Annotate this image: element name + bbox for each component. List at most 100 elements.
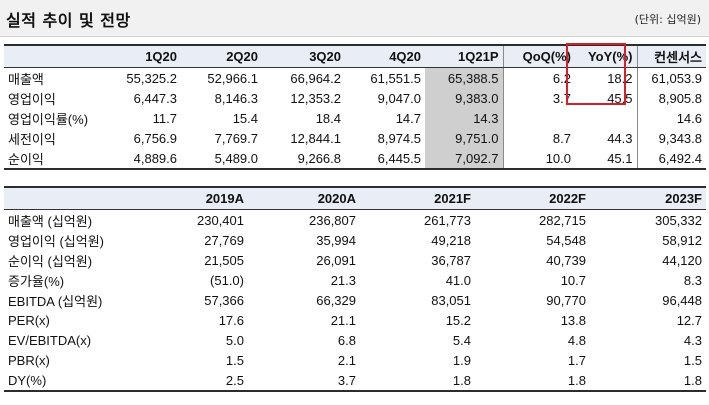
table-cell: 12,353.2: [290, 90, 341, 106]
row-label: 순이익 (십억원): [8, 253, 93, 269]
column-header: 2022F: [475, 186, 590, 210]
table-cell: 90,770: [546, 292, 586, 308]
table-header-row: 2019A 2020A 2021F 2022F 2023F: [4, 186, 706, 210]
table-row: EV/EBITDA(x) 5.0 6.8 5.4 4.8 4.3: [4, 330, 706, 350]
table-cell: 7,092.7: [425, 148, 503, 170]
table-cell: 1.5: [225, 352, 244, 368]
table-cell: 3.7: [248, 370, 360, 392]
table-cell: 6.2: [502, 67, 575, 88]
table-cell: 13.8: [560, 312, 586, 328]
table-cell: 55,325.2: [126, 70, 177, 86]
row-label: 영업이익 (십억원): [8, 233, 104, 249]
table-cell: 1.9: [452, 352, 471, 368]
unit-label: (단위: 십억원): [634, 13, 701, 26]
table-cell: 83,051: [431, 292, 471, 308]
annual-forecast-table: 2019A 2020A 2021F 2022F 2023F 매출액 (십억원) …: [4, 186, 706, 392]
table-cell: [575, 108, 637, 128]
column-header: 1Q20: [100, 44, 181, 68]
table-header-row: 1Q20 2Q20 3Q20 4Q20 1Q21P QoQ(%) YoY(%) …: [4, 44, 706, 68]
table-row: 매출액 55,325.2 52,966.1 66,964.2 61,551.5 …: [4, 67, 706, 88]
column-header: 1Q21P: [425, 44, 503, 68]
column-header: 2023F: [590, 186, 706, 210]
table-cell: 18.4: [315, 110, 341, 126]
table-cell: 15.4: [232, 110, 258, 126]
table-cell: 14.7: [395, 110, 421, 126]
row-label: PER(x): [8, 312, 50, 328]
table-cell: 44.3: [607, 130, 633, 146]
table-cell: 41.0: [445, 272, 471, 288]
table-cell: 21,505: [204, 252, 244, 268]
table-cell: 14.6: [636, 108, 706, 128]
table-cell: 65,388.5: [425, 67, 503, 88]
table-cell: 2.1: [337, 352, 356, 368]
table-cell: 2.5: [136, 370, 248, 392]
table-cell: 11.7: [152, 110, 177, 126]
table-cell: 18.2: [607, 70, 633, 86]
table-cell: 61,053.9: [636, 67, 706, 88]
row-label: DY(%): [4, 370, 136, 392]
table-row: 순이익 4,889.6 5,489.0 9,266.8 6,445.5 7,09…: [4, 148, 706, 170]
table-cell: 45.1: [575, 148, 637, 170]
table-cell: 8,905.8: [636, 88, 706, 108]
table-cell: 8,146.3: [214, 90, 258, 106]
table-cell: 21.1: [330, 312, 356, 328]
table-cell: 6,445.5: [345, 148, 425, 170]
table-cell: 6,492.4: [636, 148, 706, 170]
column-header: 2020A: [248, 186, 360, 210]
table-cell: 8.7: [502, 128, 575, 148]
row-label: 증가율(%): [8, 273, 65, 289]
table-row: 증가율(%) (51.0) 21.3 41.0 10.7 8.3: [4, 270, 706, 290]
table-cell: 40,739: [546, 252, 586, 268]
row-label: 매출액: [8, 71, 44, 87]
table-cell: 6.8: [337, 332, 356, 348]
column-header: [4, 44, 100, 68]
table-cell: 52,966.1: [207, 70, 258, 86]
table-cell: 3.7: [502, 88, 575, 108]
table-cell: 305,332: [655, 212, 702, 228]
table-cell: 61,551.5: [370, 70, 421, 86]
table-cell: 7,769.7: [214, 130, 258, 146]
table-cell: 36,787: [431, 252, 471, 268]
table-cell: 9,047.0: [377, 90, 421, 106]
table-cell: 54,548: [546, 232, 586, 248]
table-cell: 96,448: [662, 292, 702, 308]
quarterly-earnings-table: 1Q20 2Q20 3Q20 4Q20 1Q21P QoQ(%) YoY(%) …: [4, 44, 706, 170]
page-title: 실적 추이 및 전망: [6, 11, 131, 30]
row-label: 순이익: [4, 148, 100, 170]
row-label: PBR(x): [8, 352, 50, 368]
table-row: DY(%) 2.5 3.7 1.8 1.8 1.8: [4, 370, 706, 392]
table-cell: [502, 108, 575, 128]
table-cell: 66,329: [316, 292, 356, 308]
column-header: [4, 186, 136, 210]
title-bar: 실적 추이 및 전망 (단위: 십억원): [0, 0, 709, 37]
table-cell: 5.0: [225, 332, 244, 348]
table-cell: 14.3: [425, 108, 503, 128]
column-header: YoY(%): [575, 44, 637, 68]
table-cell: 1.8: [475, 370, 590, 392]
table-cell: 26,091: [316, 252, 356, 268]
table-cell: 261,773: [424, 212, 471, 228]
table-cell: 8.3: [683, 272, 702, 288]
table-row: PBR(x) 1.5 2.1 1.9 1.7 1.5: [4, 350, 706, 370]
table-cell: 282,715: [539, 212, 586, 228]
table-cell: 45.5: [607, 90, 633, 106]
column-header: QoQ(%): [502, 44, 575, 68]
column-header: 2Q20: [181, 44, 262, 68]
table-cell: 27,769: [204, 232, 244, 248]
table-cell: 58,912: [662, 232, 702, 248]
column-header: 컨센서스: [636, 44, 706, 68]
table-row: 영업이익 (십억원) 27,769 35,994 49,218 54,548 5…: [4, 230, 706, 250]
table-cell: 12.7: [676, 312, 702, 328]
table-cell: 66,964.2: [290, 70, 341, 86]
row-label: EV/EBITDA(x): [8, 332, 92, 348]
table-cell: 1.7: [567, 352, 586, 368]
table-row: 매출액 (십억원) 230,401 236,807 261,773 282,71…: [4, 210, 706, 231]
column-header: 2019A: [136, 186, 248, 210]
table-cell: 4.8: [567, 332, 586, 348]
table-cell: 35,994: [316, 232, 356, 248]
table-cell: 21.3: [330, 272, 356, 288]
table-cell: 236,807: [309, 212, 356, 228]
table-cell: 10.0: [502, 148, 575, 170]
table-row: 영업이익 6,447.3 8,146.3 12,353.2 9,047.0 9,…: [4, 88, 706, 108]
table-cell: 4.3: [683, 332, 702, 348]
